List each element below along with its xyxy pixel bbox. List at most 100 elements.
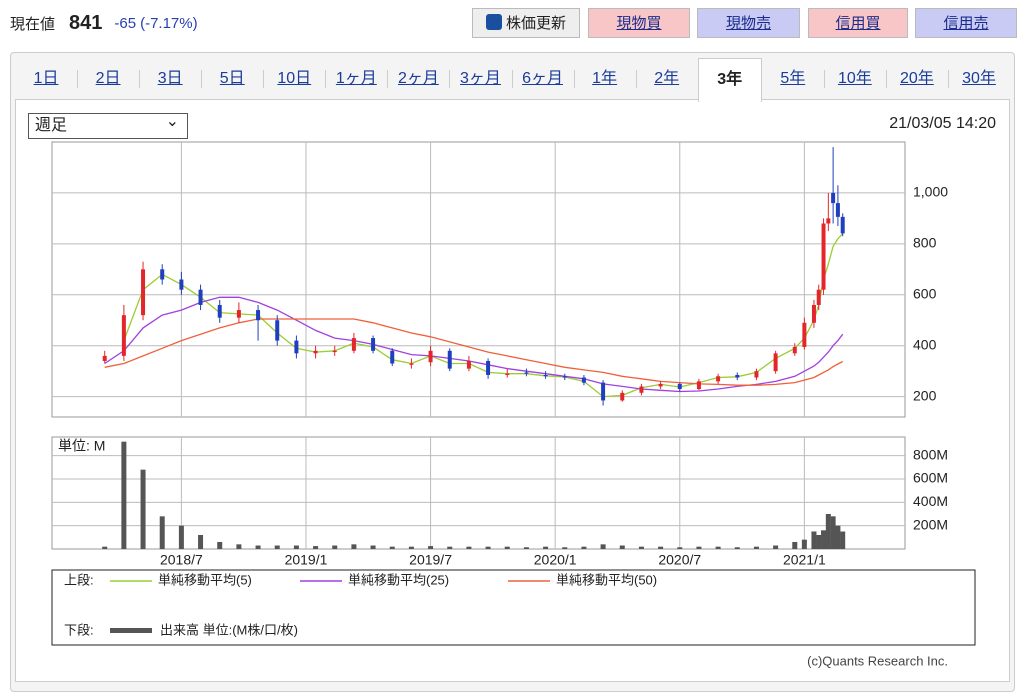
period-tab[interactable]: 3日 <box>139 58 201 100</box>
volume-bar <box>140 469 146 549</box>
volume-bar <box>121 441 127 549</box>
y-tick-label: 400 <box>913 336 937 352</box>
volume-bar <box>825 514 831 549</box>
period-tab[interactable]: 1年 <box>573 58 636 100</box>
period-tab[interactable]: 2ヶ月 <box>387 58 449 100</box>
x-tick-label: 2021/1 <box>783 552 826 568</box>
legend-swatch <box>110 628 152 633</box>
volume-bar <box>504 546 510 549</box>
candle-body <box>816 289 821 305</box>
candle-body <box>371 338 376 351</box>
candle-body <box>102 355 107 361</box>
period-tabs: 1日 2日 3日 5日 10日 1ヶ月 2ヶ月 3ヶ月 6ヶ月 1年 2年 3年 5年 10年 20年 30年 <box>15 58 1010 102</box>
y-tick-label: 400M <box>913 493 948 509</box>
x-tick-label: 2018/7 <box>160 552 203 568</box>
candle-body <box>696 381 701 389</box>
candle-body <box>811 304 816 323</box>
refresh-text: 株価更新 <box>505 15 566 32</box>
period-tab[interactable]: 1ヶ月 <box>325 58 387 100</box>
period-select[interactable]: 週足 <box>28 110 188 139</box>
plot-area <box>51 141 906 418</box>
volume-bar <box>773 545 779 549</box>
candle-body <box>505 373 510 375</box>
candle-body <box>332 350 337 353</box>
x-tick-label: 2020/1 <box>534 552 577 568</box>
volume-bar <box>523 547 529 549</box>
candle-body <box>256 310 261 321</box>
volume-bar <box>830 516 836 549</box>
candle-body <box>179 279 184 290</box>
candle-body <box>313 350 318 354</box>
candle-body <box>792 346 797 354</box>
y-tick-label: 200 <box>913 387 937 403</box>
change: -65 <box>114 14 137 32</box>
period-tab[interactable]: 5年 <box>780 70 806 87</box>
volume-bar <box>734 547 740 549</box>
candle-body <box>524 372 529 374</box>
x-tick-label: 2019/7 <box>409 552 452 568</box>
candle-body <box>620 392 625 401</box>
candle-body <box>581 377 586 383</box>
quote: 現在値 841 -65 (-7.17%) <box>10 8 202 38</box>
period-tab[interactable]: 1日 <box>33 70 59 87</box>
change-pct: (-7.17%) <box>140 14 198 32</box>
volume-bar <box>198 535 204 549</box>
period-tab[interactable]: 10日 <box>263 58 325 100</box>
volume-bar <box>236 544 242 549</box>
volume-bar <box>485 546 491 549</box>
volume-bar <box>619 545 625 549</box>
volume-bar <box>792 542 798 549</box>
volume-bar <box>816 535 822 549</box>
period-tab[interactable]: 20年 <box>885 58 948 100</box>
period-tab[interactable]: 2年 <box>635 58 698 100</box>
copyright: (c)Quants Research Inc. <box>807 653 948 668</box>
margin-buy-button[interactable]: 信用買 <box>808 8 908 38</box>
volume-bar <box>696 546 702 549</box>
candle-body <box>840 216 845 234</box>
legend-label: 上段: <box>64 572 94 587</box>
candle-body <box>543 374 548 377</box>
volume-bar <box>835 525 841 549</box>
volume-bar <box>821 530 827 549</box>
candle-body <box>141 269 146 316</box>
buy-button[interactable]: 現物買 <box>588 8 690 38</box>
period-tab[interactable]: 6ヶ月 <box>511 58 574 100</box>
candle-body <box>466 360 471 369</box>
volume-bar <box>677 547 683 549</box>
candle-body <box>658 383 663 387</box>
candle-body <box>275 320 280 341</box>
volume-bar <box>293 545 299 549</box>
period-tab[interactable]: 10年 <box>823 58 886 100</box>
candle-body <box>121 315 126 356</box>
legend-text: 単純移動平均(50) <box>556 572 657 587</box>
refresh-icon <box>485 14 502 30</box>
refresh-button[interactable]: 株価更新 <box>472 8 580 38</box>
candle-body <box>294 340 299 354</box>
candle-body <box>639 386 644 393</box>
volume-bar <box>332 545 338 549</box>
candle-body <box>716 376 721 382</box>
x-tick-label: 2020/7 <box>658 552 701 568</box>
period-tab[interactable]: 3年 <box>697 58 762 102</box>
period-tab[interactable]: 3ヶ月 <box>449 58 511 100</box>
legend-label: 下段: <box>64 622 94 637</box>
candle-body <box>236 310 241 318</box>
volume-bar <box>581 546 587 549</box>
candle-body <box>677 383 682 389</box>
period-tab[interactable]: 30年 <box>947 58 1010 100</box>
margin-sell-button[interactable]: 信用売 <box>915 8 1017 38</box>
period-tab[interactable]: 2日 <box>77 58 139 100</box>
volume-bar <box>638 546 644 549</box>
candle-body <box>390 350 395 364</box>
y-tick-label: 600 <box>913 285 937 301</box>
candle-body <box>160 269 165 280</box>
volume-bar <box>428 546 434 549</box>
volume-bar <box>102 546 108 549</box>
volume-bar <box>370 545 376 549</box>
sell-button[interactable]: 現物売 <box>697 8 800 38</box>
candle-body <box>754 371 759 378</box>
candle-body <box>409 363 414 365</box>
candle-body <box>835 203 840 217</box>
period-tab[interactable]: 5日 <box>201 58 263 100</box>
volume-bar <box>715 546 721 549</box>
